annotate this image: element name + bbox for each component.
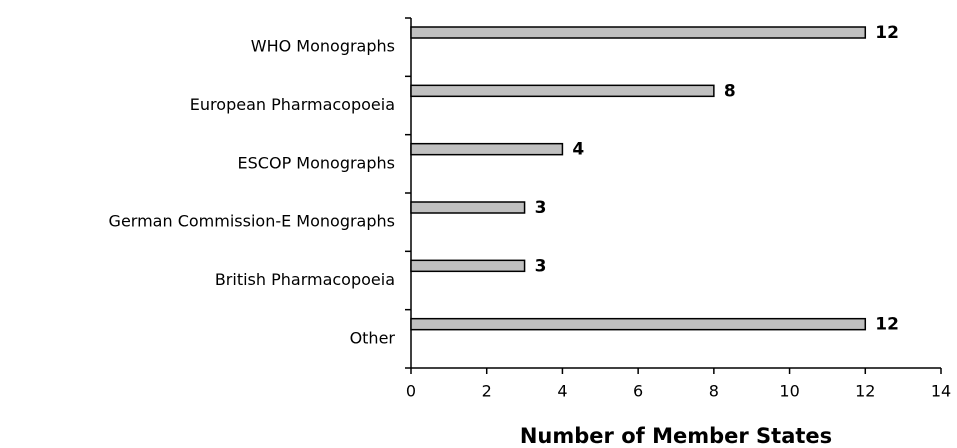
data-label: 12 xyxy=(875,23,899,43)
x-axis-label: Number of Member States xyxy=(520,424,832,448)
x-tick-label: 10 xyxy=(779,382,799,401)
y-tick-label: Other xyxy=(350,328,396,347)
x-tick-label: 0 xyxy=(406,382,416,401)
x-tick-label: 14 xyxy=(931,382,951,401)
bar xyxy=(410,26,867,39)
bar xyxy=(410,84,715,98)
x-tick-label: 12 xyxy=(855,382,875,401)
x-tick-label: 8 xyxy=(709,382,719,401)
x-tick-label: 4 xyxy=(557,382,567,401)
data-label: 12 xyxy=(875,315,899,335)
x-tick-label: 6 xyxy=(633,382,643,401)
bar xyxy=(410,142,564,156)
bar xyxy=(410,317,867,331)
y-tick-label: German Commission-E Monographs xyxy=(109,212,395,231)
bar xyxy=(410,259,526,273)
data-label: 4 xyxy=(572,140,584,160)
data-label: 3 xyxy=(535,256,547,276)
x-tick-label: 2 xyxy=(482,382,492,401)
data-label: 3 xyxy=(535,198,547,218)
y-tick-label: WHO Monographs xyxy=(251,37,395,56)
y-tick-label: ESCOP Monographs xyxy=(238,153,395,172)
y-tick-label: European Pharmacopoeia xyxy=(190,95,395,114)
y-tick-label: British Pharmacopoeia xyxy=(215,270,395,289)
bar xyxy=(410,201,526,214)
data-label: 8 xyxy=(724,81,736,101)
